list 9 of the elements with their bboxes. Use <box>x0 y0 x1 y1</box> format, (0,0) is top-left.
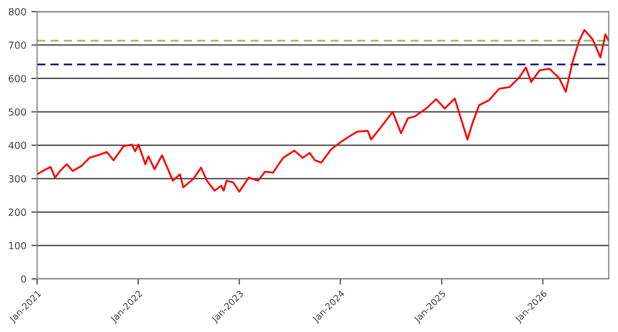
y-tick-label: 400 <box>8 142 26 150</box>
y-tick-label: 300 <box>8 175 26 182</box>
y-tick-label: 800 <box>8 8 26 16</box>
y-tick-label: 500 <box>8 108 26 116</box>
y-tick-label: 0 <box>21 275 26 283</box>
y-tick-label: 200 <box>8 208 26 216</box>
y-tick-label: 100 <box>9 242 26 250</box>
y-tick-label: 600 <box>8 74 26 82</box>
y-tick-label: 700 <box>8 42 26 49</box>
